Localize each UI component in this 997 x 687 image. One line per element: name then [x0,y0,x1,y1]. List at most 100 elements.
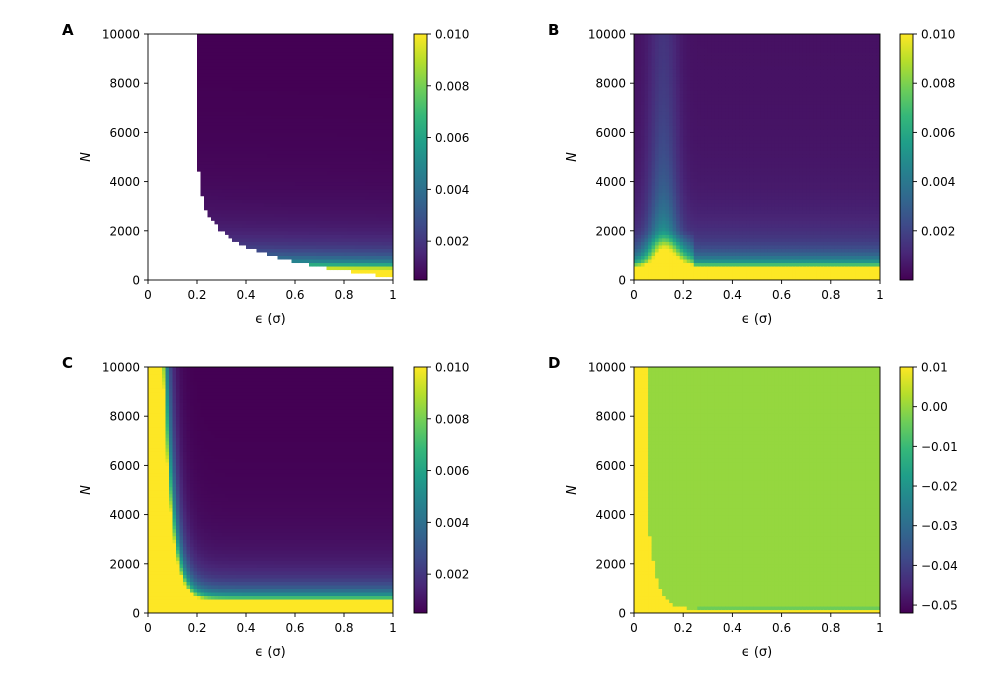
heatmap-cell [333,107,338,112]
heatmap-cell [679,62,684,67]
heatmap-cell [686,97,691,102]
heatmap-cell [679,128,684,133]
heatmap-cell [686,160,691,165]
heatmap-cell [669,34,674,39]
heatmap-cell [379,223,384,228]
heatmap-cell [232,114,237,119]
heatmap-cell [686,185,691,190]
heatmap-cell [686,125,691,130]
heatmap-cell [270,234,275,239]
heatmap-cell [274,149,279,155]
heatmap-cell [375,153,380,158]
heatmap-cell [641,251,646,256]
heatmap-cell [655,269,660,274]
heatmap-cell [214,107,219,112]
heatmap-cell [326,234,331,239]
heatmap-cell [242,185,247,190]
heatmap-cell [344,167,349,172]
heatmap-cell [298,79,303,84]
heatmap-cell [288,237,293,242]
heatmap-cell [655,132,660,137]
heatmap-cell [260,111,265,116]
heatmap-cell [333,34,338,39]
heatmap-cell [693,118,698,123]
heatmap-cell [361,209,366,214]
heatmap-cell [312,111,317,116]
heatmap-cell [641,48,646,53]
heatmap-cell [669,135,674,141]
heatmap-cell [669,171,674,176]
heatmap-cell [651,248,656,253]
heatmap-cell [242,97,247,102]
heatmap-cell [344,58,349,63]
heatmap-cell [281,241,286,246]
heatmap-cell [693,86,698,91]
heatmap-cell [232,209,237,214]
heatmap-cell [239,227,244,232]
heatmap-cell [239,213,244,218]
heatmap-cell [658,167,663,172]
heatmap-cell [389,69,393,74]
heatmap-cell [347,188,352,193]
heatmap-cell [683,178,688,183]
heatmap-cell [249,223,254,228]
heatmap-cell [309,44,314,49]
heatmap-cell [207,93,212,98]
heatmap-cell [372,234,377,239]
heatmap-cell [253,149,258,155]
heatmap-cell [305,58,310,63]
heatmap-cell [368,62,373,67]
heatmap-cell [679,114,684,119]
heatmap-cell [365,174,370,179]
heatmap-cell [676,132,681,137]
heatmap-cell [274,44,279,49]
heatmap-cell [337,258,342,264]
heatmap-cell [658,65,663,70]
heatmap-cell [358,34,363,39]
heatmap-cell [239,223,244,228]
heatmap-cell [239,55,244,60]
heatmap-cell [256,118,261,123]
heatmap-cell [368,255,373,260]
heatmap-cell [690,276,695,280]
heatmap-cell [686,216,691,221]
heatmap-cell [197,125,202,130]
heatmap-cell [309,216,314,221]
heatmap-cell [246,107,251,112]
heatmap-cell [319,51,324,56]
heatmap-cell [288,72,293,77]
heatmap-cell [651,230,656,235]
heatmap-cell [340,216,345,221]
heatmap-cell [379,139,384,144]
heatmap-cell [351,160,356,165]
heatmap-cell [655,76,660,81]
heatmap-cell [291,223,296,228]
heatmap-cell [200,185,205,190]
heatmap-cell [641,90,646,95]
heatmap-cell [347,114,352,119]
heatmap-cell [354,199,359,204]
heatmap-cell [284,34,289,39]
heatmap-cell [669,209,674,214]
heatmap-cell [225,153,230,158]
heatmap-cell [655,69,660,74]
heatmap-cell [260,132,265,137]
heatmap-cell [676,202,681,207]
heatmap-cell [225,86,230,91]
heatmap-cell [365,244,370,249]
heatmap-cell [337,255,342,260]
heatmap-cell [218,48,223,53]
heatmap-cell [669,248,674,253]
heatmap-cell [700,220,705,225]
heatmap-cell [634,76,639,81]
heatmap-cell [291,34,296,39]
heatmap-cell [281,79,286,84]
heatmap-cell [379,76,384,81]
heatmap-cell [249,76,254,81]
heatmap-cell [288,41,293,46]
heatmap-cell [309,114,314,119]
heatmap-cell [368,223,373,228]
heatmap-cell [375,79,380,84]
heatmap-cell [683,188,688,193]
heatmap-cell [690,93,695,98]
